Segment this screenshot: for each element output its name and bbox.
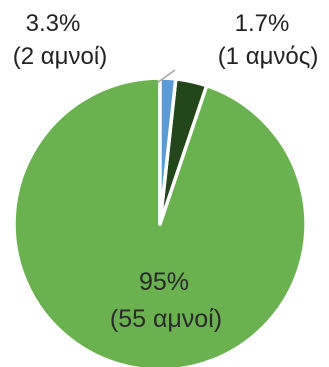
slice-label-percent: 3.3% bbox=[26, 10, 81, 37]
slice-label-count: (2 αμνοί) bbox=[13, 43, 107, 70]
slice-label-percent: 95% bbox=[139, 268, 189, 296]
pie-slice-2 bbox=[158, 76, 178, 226]
slices-layer bbox=[12, 76, 308, 367]
slice-label-count: (1 αμνός) bbox=[218, 43, 319, 70]
slice-label-percent: 1.7% bbox=[235, 10, 290, 37]
pie-slice-0 bbox=[12, 76, 308, 367]
leader-line bbox=[156, 69, 176, 84]
slice-label-count: (55 αμνοί) bbox=[110, 305, 222, 333]
